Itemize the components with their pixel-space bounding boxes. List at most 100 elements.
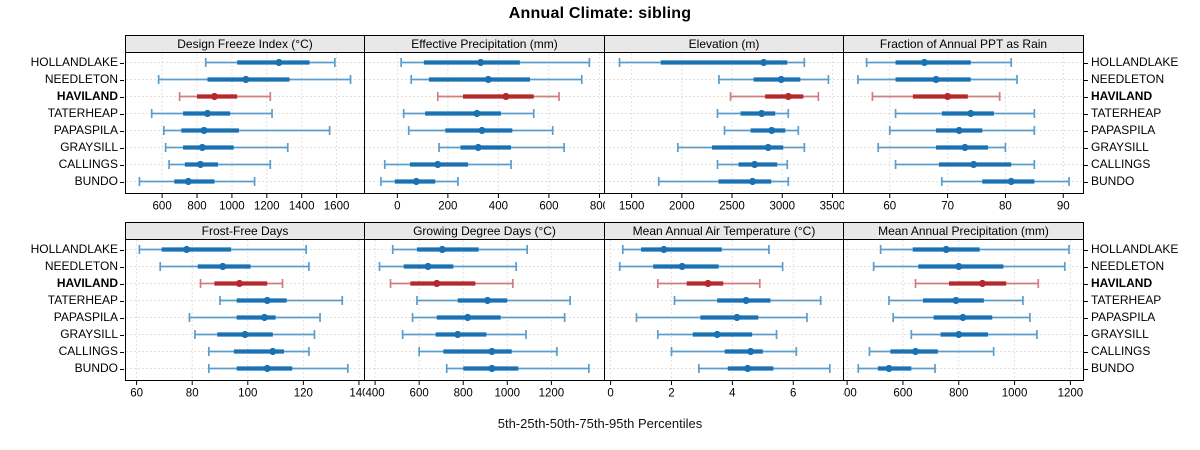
- y-tick-right: [1084, 148, 1088, 149]
- series-needleton: [410, 75, 583, 84]
- panel-plot-area: [604, 239, 844, 381]
- median-dot: [483, 296, 492, 305]
- row-label-right-bundo: BUNDO: [1091, 361, 1135, 375]
- series-graysill: [910, 330, 1038, 339]
- x-tick-label: 60: [130, 388, 143, 400]
- median-dot: [978, 279, 987, 288]
- series-needleton: [872, 262, 1066, 271]
- x-axis: 400 600 800 1000 1200: [843, 380, 1083, 400]
- row-label-right-bundo: BUNDO: [1091, 174, 1135, 188]
- panel-plot-area: [843, 52, 1084, 194]
- median-dot: [955, 126, 963, 135]
- x-tick-label: 2500: [719, 201, 745, 213]
- series-needleton: [378, 262, 517, 271]
- y-tick-left: [120, 97, 124, 98]
- y-tick-right: [1084, 97, 1088, 98]
- series-callings: [716, 160, 789, 169]
- series-bundo: [657, 177, 790, 186]
- panel-strip-title: Fraction of Annual PPT as Rain: [880, 37, 1047, 51]
- series-callings: [383, 160, 512, 169]
- median-dot: [464, 313, 472, 322]
- x-tick-label: 90: [1057, 201, 1070, 213]
- series-bundo: [380, 177, 459, 186]
- series-bundo: [940, 177, 1070, 186]
- row-label-right-hollandlake: HOLLANDLAKE: [1091, 55, 1179, 69]
- series-graysill: [877, 143, 1007, 152]
- x-tick-label: 80: [186, 388, 199, 400]
- panel-data: [138, 58, 352, 186]
- x-axis: 60 80 100 120 140: [130, 380, 365, 400]
- median-dot: [920, 58, 929, 67]
- median-dot: [484, 75, 492, 84]
- series-needleton: [159, 262, 310, 271]
- row-label-left-needleton: NEEDLETON: [44, 259, 118, 273]
- row-label-left-callings: CALLINGS: [58, 344, 118, 358]
- panel-strip-title: Frost-Free Days: [202, 224, 289, 238]
- row-label-right-callings: CALLINGS: [1091, 344, 1151, 358]
- panel-data: [857, 245, 1070, 373]
- row-label-left-haviland: HAVILAND: [56, 276, 118, 290]
- axis-caption: 5th-25th-50th-75th-95th Percentiles: [497, 416, 703, 431]
- series-papaspila: [411, 313, 566, 322]
- y-tick-right: [1084, 267, 1088, 268]
- median-dot: [488, 347, 496, 356]
- series-hollandlake: [879, 245, 1070, 254]
- y-tick-left: [120, 301, 124, 302]
- x-axis: 0 2 4 6: [607, 380, 796, 400]
- median-dot: [777, 75, 785, 84]
- row-label-left-papaspila: PAPASPILA: [53, 310, 118, 324]
- median-dot: [713, 330, 721, 339]
- x-tick-label: 400: [843, 388, 857, 400]
- x-axis: 60 70 80 90: [883, 193, 1070, 213]
- series-needleton: [618, 262, 784, 271]
- x-axis: 600 800 1000 1200 1400 1600: [153, 193, 349, 213]
- series-bundo: [857, 364, 936, 373]
- series-graysill: [194, 330, 316, 339]
- y-tick-left: [120, 267, 124, 268]
- median-dot: [196, 160, 205, 169]
- median-dot: [260, 313, 269, 322]
- series-taterheap: [888, 296, 1024, 305]
- median-dot: [235, 279, 244, 288]
- median-dot: [502, 92, 510, 101]
- panel-plot-area: [125, 52, 365, 194]
- series-haviland: [389, 279, 514, 288]
- x-tick-label: 800: [187, 201, 206, 213]
- median-dot: [961, 143, 969, 152]
- series-haviland: [729, 92, 820, 101]
- series-papaspila: [888, 126, 1036, 135]
- median-dot: [758, 109, 766, 118]
- series-graysill: [164, 143, 289, 152]
- x-tick-label: 1200: [254, 201, 280, 213]
- median-dot: [970, 160, 978, 169]
- row-label-left-graysill: GRAYSILL: [60, 327, 118, 341]
- x-tick-label: 80: [999, 201, 1012, 213]
- median-dot: [241, 330, 249, 339]
- y-tick-left: [120, 131, 124, 132]
- y-tick-left: [120, 148, 124, 149]
- panel-strip-title: Growing Degree Days (°C): [413, 224, 556, 238]
- row-label-right-callings: CALLINGS: [1091, 157, 1151, 171]
- median-dot: [454, 330, 462, 339]
- median-dot: [263, 296, 271, 305]
- median-dot: [932, 75, 940, 84]
- series-hollandlake: [138, 245, 307, 254]
- series-callings: [418, 347, 558, 356]
- series-taterheap: [894, 109, 1036, 118]
- y-tick-right: [1084, 250, 1088, 251]
- y-tick-right: [1084, 80, 1088, 81]
- series-bundo: [138, 177, 256, 186]
- y-tick-left: [120, 318, 124, 319]
- row-label-right-papaspila: PAPASPILA: [1091, 310, 1156, 324]
- x-tick-label: 4: [729, 388, 736, 400]
- x-tick-label: 0: [607, 388, 613, 400]
- x-tick-label: 800: [949, 388, 968, 400]
- series-papaspila: [407, 126, 554, 135]
- median-dot: [760, 58, 768, 67]
- median-dot: [704, 279, 712, 288]
- row-label-right-hollandlake: HOLLANDLAKE: [1091, 242, 1179, 256]
- row-label-left-hollandlake: HOLLANDLAKE: [30, 242, 118, 256]
- median-dot: [269, 347, 277, 356]
- median-dot: [203, 109, 212, 118]
- y-tick-left: [120, 63, 124, 64]
